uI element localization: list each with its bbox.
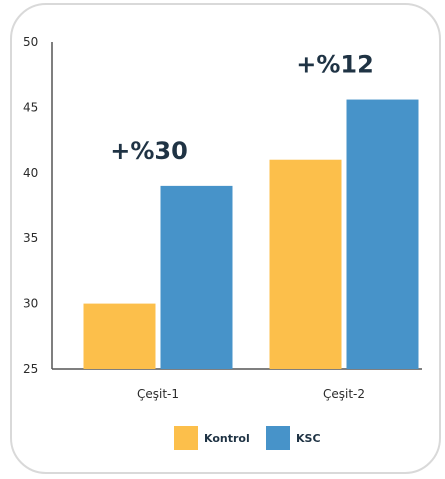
- legend: Kontrol KSC: [174, 426, 321, 450]
- annotation-label: +%30: [110, 137, 188, 165]
- bar-kontrol-2: [269, 159, 342, 369]
- bar-ksc-1: [160, 185, 233, 369]
- x-tick-label: Çeşit-1: [137, 387, 179, 401]
- y-tick-label: 25: [23, 362, 38, 376]
- legend-label-ksc: KSC: [296, 432, 321, 445]
- y-tick-label: 45: [23, 100, 38, 114]
- y-tick-label: 35: [23, 231, 38, 245]
- y-tick-label: 40: [23, 166, 38, 180]
- legend-label-kontrol: Kontrol: [204, 432, 250, 445]
- y-tick-label: 30: [23, 297, 38, 311]
- annotation-label: +%12: [296, 51, 374, 79]
- legend-swatch-kontrol: [174, 426, 198, 450]
- x-tick-label: Çeşit-2: [323, 387, 365, 401]
- labels: Çeşit-1 +%30 Çeşit-2 +%12: [110, 51, 374, 401]
- bars: [83, 99, 419, 369]
- bar-ksc-2: [346, 99, 419, 369]
- legend-swatch-ksc: [266, 426, 290, 450]
- y-tick-label: 50: [23, 35, 38, 49]
- bar-kontrol-1: [83, 303, 156, 369]
